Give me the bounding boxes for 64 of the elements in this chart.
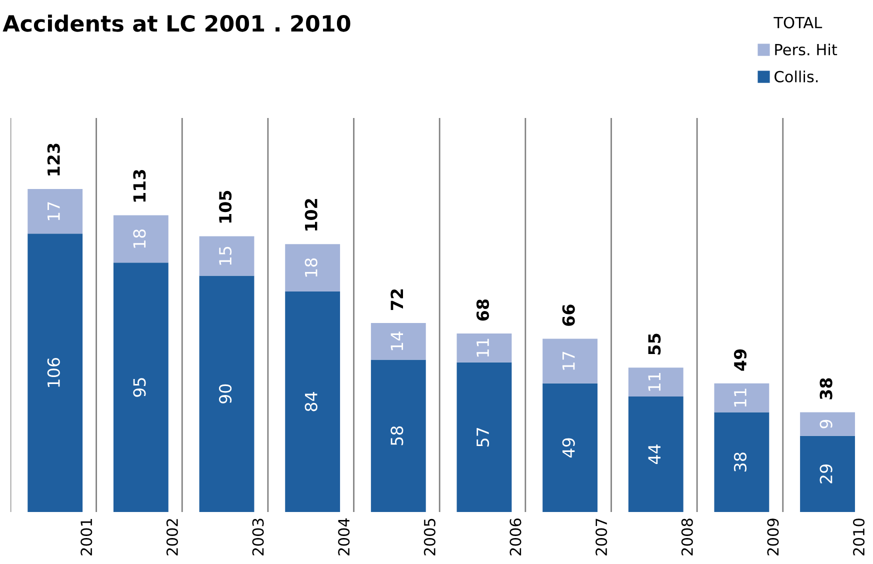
data-label: 14 <box>390 332 403 350</box>
data-label: 15 <box>219 246 232 265</box>
bar <box>628 368 684 396</box>
bar <box>28 189 83 234</box>
bar <box>800 412 855 436</box>
total-label: 49 <box>734 349 747 371</box>
data-label: 29 <box>820 464 832 484</box>
bar <box>714 412 770 512</box>
x-tick-label: 2006 <box>510 518 522 556</box>
data-label: 84 <box>304 392 318 412</box>
data-label: 17 <box>562 352 575 370</box>
total-label: 102 <box>304 199 318 230</box>
legend-title: TOTAL <box>774 16 822 28</box>
bar <box>199 276 254 512</box>
data-label: 58 <box>390 426 404 446</box>
legend-label: Pers. Hit <box>775 44 838 56</box>
data-label: 49 <box>562 438 575 458</box>
x-tick-label: 2007 <box>596 518 608 556</box>
bar <box>370 322 426 360</box>
x-tick-label: 2004 <box>338 518 350 556</box>
data-label: 38 <box>734 452 747 472</box>
total-label: 72 <box>390 289 403 310</box>
data-label: 11 <box>476 338 489 357</box>
bar <box>456 333 512 362</box>
data-label: 17 <box>48 202 60 220</box>
data-label: 95 <box>133 378 146 397</box>
x-tick-label: 2009 <box>767 518 779 556</box>
bar <box>113 215 168 263</box>
x-tick-label: 2008 <box>681 518 693 556</box>
bar <box>542 383 598 512</box>
legend-label: Collis. <box>774 70 818 82</box>
total-label: 38 <box>820 378 832 400</box>
bar <box>800 436 855 512</box>
bar <box>199 236 254 276</box>
bar <box>628 396 684 512</box>
x-tick-label: 2001 <box>80 518 92 556</box>
data-label: 11 <box>734 388 746 407</box>
total-label: 66 <box>562 304 575 326</box>
bar <box>456 362 512 512</box>
data-label: 44 <box>648 444 660 464</box>
total-label: 123 <box>47 144 60 176</box>
x-tick-label: 2002 <box>166 519 178 556</box>
total-label: 55 <box>648 334 661 354</box>
data-label: 18 <box>133 229 146 248</box>
data-label: 18 <box>304 258 318 277</box>
bar <box>370 360 426 512</box>
x-tick-label: 2005 <box>424 518 436 556</box>
data-label: 9 <box>820 420 832 428</box>
total-label: 105 <box>218 190 232 223</box>
bar <box>28 234 83 512</box>
bar <box>542 338 598 384</box>
x-tick-label: 2010 <box>853 518 865 556</box>
bar <box>113 262 168 512</box>
total-label: 68 <box>476 299 490 321</box>
bar <box>285 244 340 292</box>
bar <box>714 383 770 412</box>
chart-title: Accidents at LC 2001 . 2010 <box>2 14 350 32</box>
total-label: 113 <box>133 170 146 202</box>
data-label: 90 <box>218 384 232 404</box>
bar <box>285 291 340 512</box>
data-label: 11 <box>648 372 660 391</box>
data-label: 106 <box>47 358 60 387</box>
data-label: 57 <box>476 428 490 446</box>
x-tick-label: 2003 <box>252 518 264 556</box>
